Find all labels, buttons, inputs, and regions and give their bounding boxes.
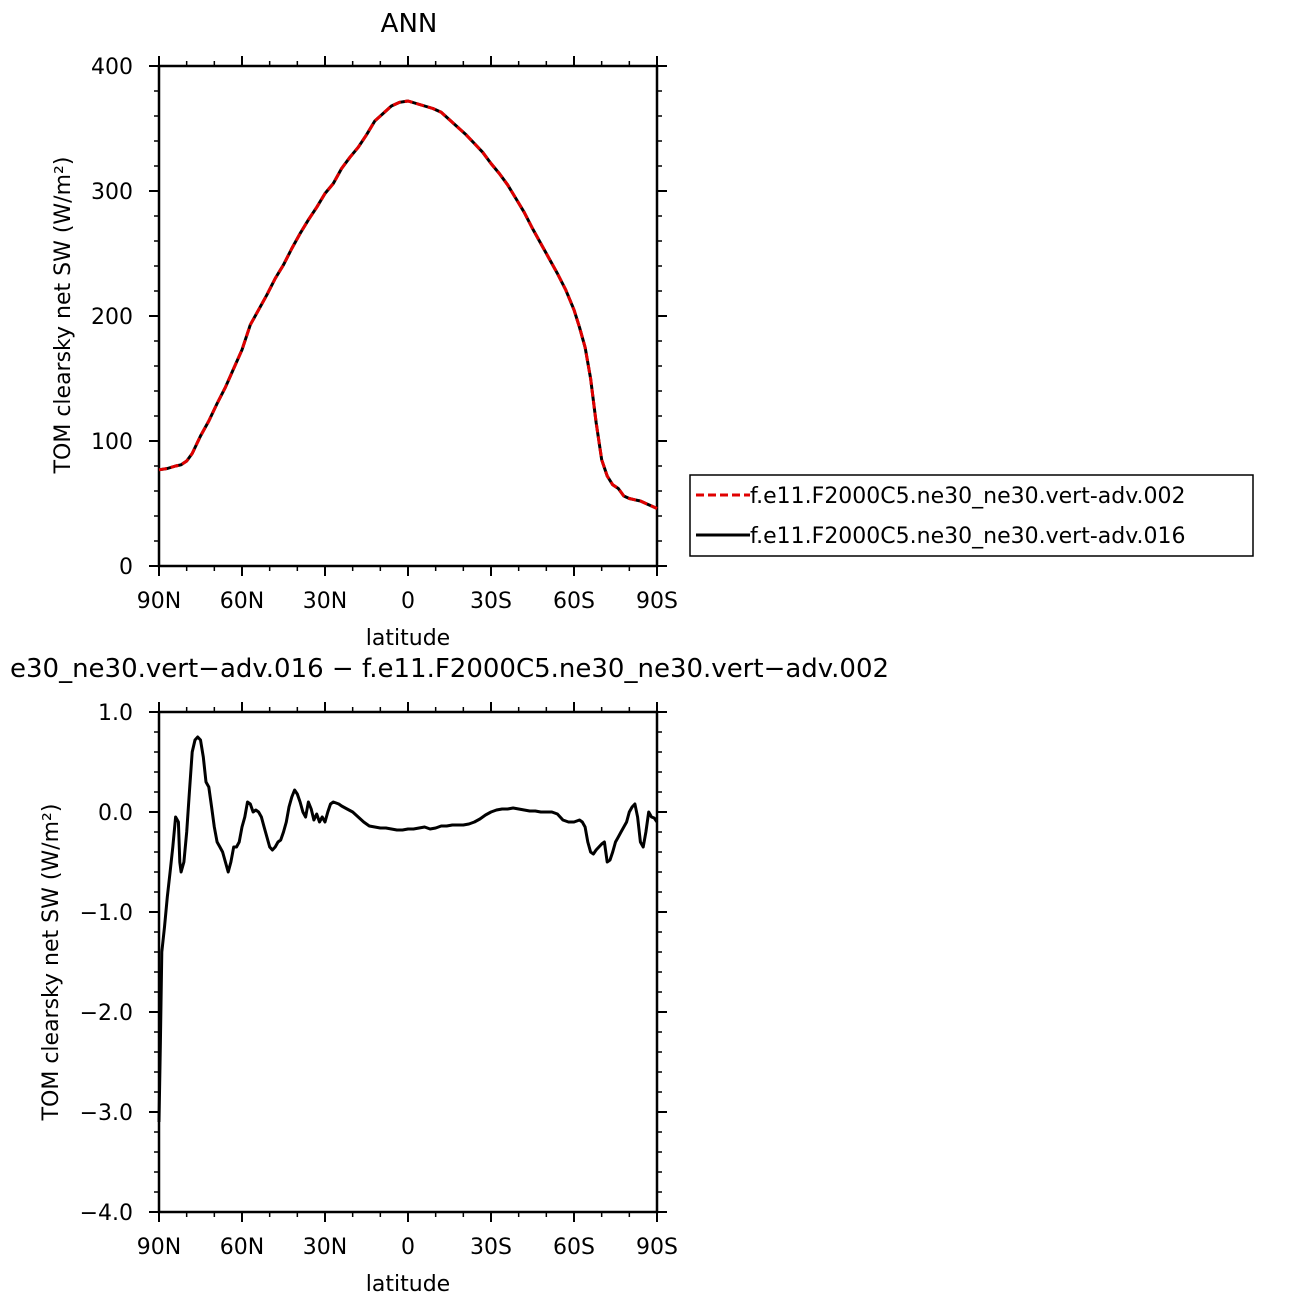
x-tick-label: 30S — [470, 589, 512, 614]
y-tick-label: −2.0 — [80, 1001, 133, 1026]
y-tick-label: 1.0 — [98, 701, 133, 726]
x-tick-label: 60N — [220, 589, 264, 614]
bottom-chart-title: e30_ne30.vert−adv.016 − f.e11.F2000C5.ne… — [10, 654, 889, 684]
series-line-2 — [158, 99, 658, 510]
x-tick-label: 90S — [636, 1235, 678, 1260]
x-tick-label: 60S — [553, 589, 595, 614]
y-tick-label: 300 — [91, 180, 133, 205]
x-tick-label: 30S — [470, 1235, 512, 1260]
x-tick-label: 30N — [303, 589, 347, 614]
bottom-chart-plot-frame — [157, 710, 659, 1214]
x-tick-label: 60S — [553, 1235, 595, 1260]
top-chart: ANN 90N 60N 30N 0 30S 60S 90S 0 100 200 300 400 la… — [51, 9, 1254, 651]
top-chart-y-tick-labels: 0 100 200 300 400 — [91, 55, 133, 580]
top-chart-plot-frame — [157, 64, 659, 568]
series-line-1 — [157, 735, 659, 1123]
y-tick-label: 0 — [119, 555, 133, 580]
x-tick-label: 90N — [137, 1235, 181, 1260]
x-tick-label: 30N — [303, 1235, 347, 1260]
y-tick-label: −1.0 — [80, 901, 133, 926]
top-chart-xlabel: latitude — [366, 626, 450, 651]
top-chart-x-tick-labels: 90N 60N 30N 0 30S 60S 90S — [137, 589, 678, 614]
series-line-1 — [158, 99, 658, 510]
x-tick-label: 0 — [401, 589, 415, 614]
y-tick-label: −3.0 — [80, 1101, 133, 1126]
y-tick-label: 200 — [91, 305, 133, 330]
y-tick-label: −4.0 — [80, 1201, 133, 1226]
bottom-chart-tick-marks — [149, 702, 667, 1222]
legend-label-series-1: f.e11.F2000C5.ne30_ne30.vert-adv.002 — [750, 484, 1186, 509]
bottom-chart-y-tick-labels: 1.0 0.0 −1.0 −2.0 −3.0 −4.0 — [80, 701, 133, 1226]
top-chart-legend: f.e11.F2000C5.ne30_ne30.vert-adv.002 f.e… — [689, 474, 1254, 557]
y-tick-label: 400 — [91, 55, 133, 80]
top-chart-title: ANN — [381, 9, 438, 39]
bottom-chart: e30_ne30.vert−adv.016 − f.e11.F2000C5.ne… — [10, 654, 889, 1297]
x-tick-label: 90N — [137, 589, 181, 614]
top-chart-ylabel: TOM clearsky net SW (W/m²) — [51, 157, 76, 475]
x-tick-label: 90S — [636, 589, 678, 614]
bottom-chart-x-tick-labels: 90N 60N 30N 0 30S 60S 90S — [137, 1235, 678, 1260]
y-tick-label: 0.0 — [98, 801, 133, 826]
x-tick-label: 0 — [401, 1235, 415, 1260]
legend-label-series-2: f.e11.F2000C5.ne30_ne30.vert-adv.016 — [750, 524, 1186, 549]
bottom-chart-ylabel: TOM clearsky net SW (W/m²) — [39, 804, 64, 1122]
top-chart-series-lines — [158, 99, 658, 510]
legend-frame — [689, 474, 1254, 557]
top-chart-tick-marks — [149, 56, 667, 576]
bottom-chart-series-lines — [157, 735, 659, 1123]
y-tick-label: 100 — [91, 430, 133, 455]
x-tick-label: 60N — [220, 1235, 264, 1260]
bottom-chart-xlabel: latitude — [366, 1272, 450, 1297]
